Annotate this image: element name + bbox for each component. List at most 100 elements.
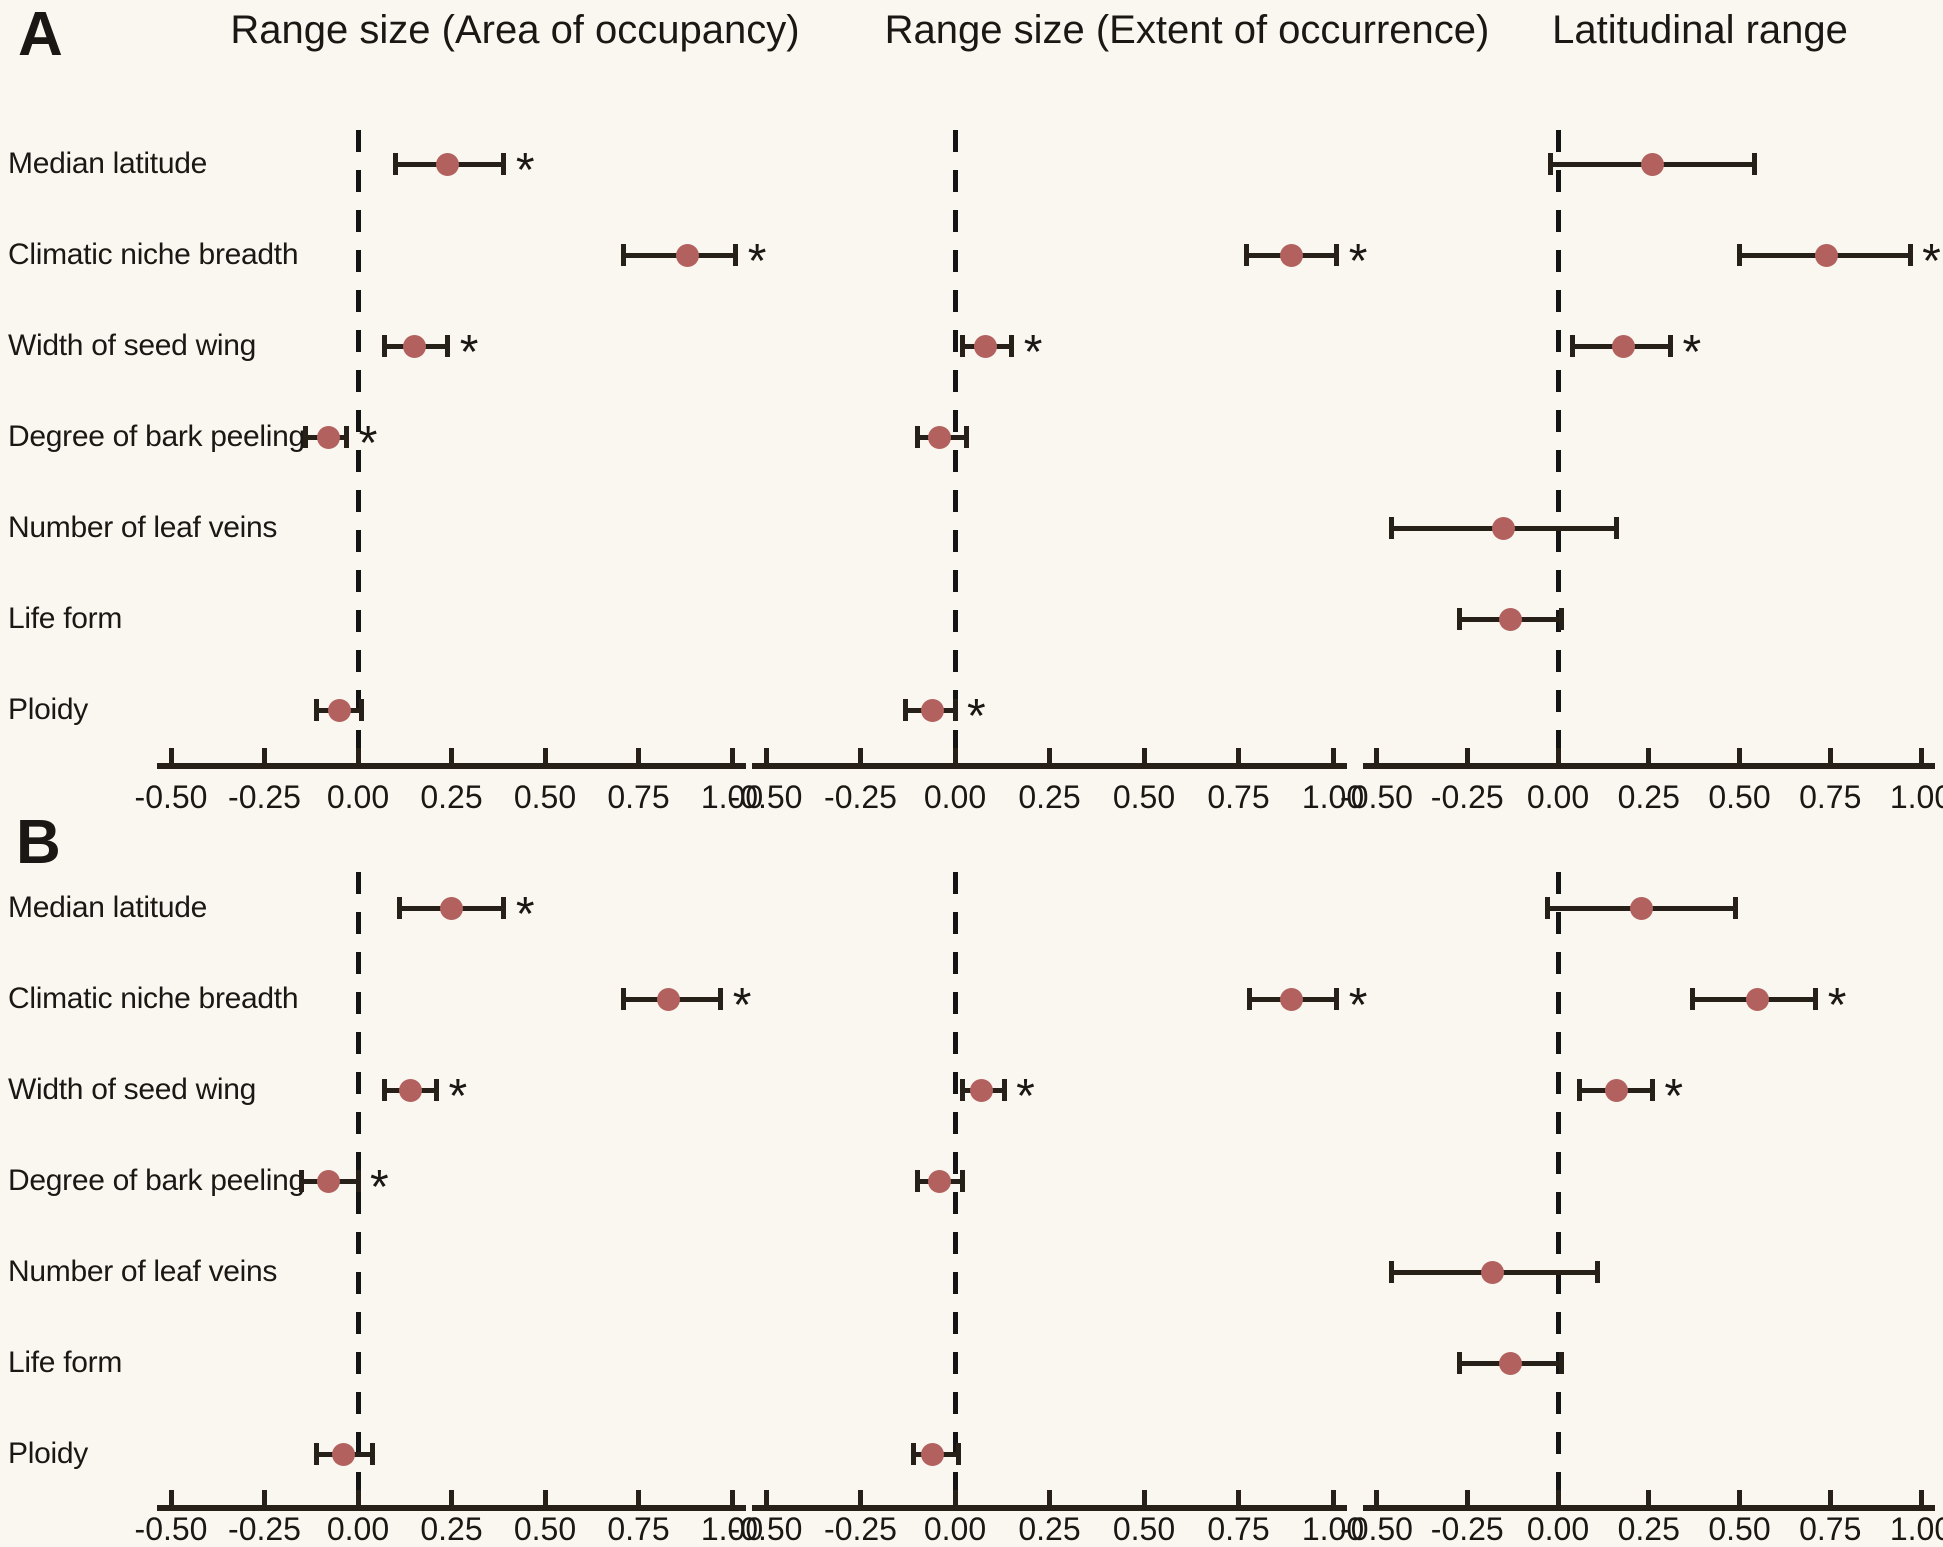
error-bar-cap [960, 335, 966, 357]
x-axis-tick [1236, 1490, 1241, 1505]
row-label: Median latitude [8, 147, 207, 180]
data-point [1815, 243, 1839, 267]
x-axis-tick-label: 0.50 [1708, 779, 1771, 815]
error-bar-cap [1733, 897, 1739, 919]
error-bar-cap [1570, 335, 1576, 357]
zero-dashed-line [355, 130, 361, 763]
error-bar-cap [1689, 988, 1695, 1010]
x-axis-tick-label: 0.50 [1112, 1511, 1176, 1547]
error-bar-cap [956, 1443, 962, 1465]
error-bar-cap [733, 244, 739, 266]
data-point [1604, 1078, 1628, 1102]
data-point [1481, 1260, 1505, 1284]
x-axis-tick-label: 0.00 [326, 779, 390, 815]
x-axis-tick-label: 0.00 [1526, 779, 1590, 815]
data-point [1611, 334, 1635, 358]
significance-asterisk: * [370, 1161, 389, 1214]
x-axis-tick-label: 0.25 [420, 1511, 483, 1547]
column-title-latitudinal-range: Latitudinal range [1552, 8, 1848, 52]
x-axis-tick-label: 1.00 [1889, 779, 1943, 815]
x-axis-tick [1330, 748, 1336, 763]
x-axis-tick [952, 1490, 958, 1505]
zero-dashed-line [952, 872, 958, 1505]
error-bar-cap [1334, 244, 1340, 266]
error-bar-cap [445, 335, 451, 357]
error-bar-cap [960, 1079, 966, 1101]
row-label: Median latitude [8, 891, 207, 924]
x-axis-tick-label: 0.50 [513, 779, 577, 815]
x-axis-tick-label: 1.00 [700, 779, 764, 815]
x-axis-tick-label: -0.50 [1340, 779, 1413, 815]
error-bar-cap [1247, 988, 1253, 1010]
x-axis-tick [1374, 1490, 1379, 1505]
error-bar-cap [1334, 988, 1340, 1010]
x-axis-tick [1918, 1490, 1924, 1505]
x-axis-line [1362, 1505, 1935, 1511]
significance-asterisk: * [459, 326, 479, 379]
error-bar-cap [314, 699, 320, 721]
error-bar-cap [1457, 608, 1463, 630]
data-point [928, 1169, 952, 1193]
x-axis-tick-label: 1.00 [700, 1511, 764, 1547]
significance-asterisk: * [1664, 1070, 1684, 1123]
x-axis-tick-label: -0.50 [134, 779, 208, 815]
row-label: Ploidy [8, 1437, 88, 1470]
error-bar-cap [718, 988, 724, 1010]
error-bar-cap [1009, 335, 1015, 357]
x-axis-tick-label: -0.25 [228, 779, 301, 815]
x-axis-tick [355, 1490, 361, 1505]
data-point [675, 243, 699, 267]
panel-label-a: A [18, 0, 63, 69]
error-bar-cap [381, 1079, 387, 1101]
row-label: Life form [8, 602, 123, 635]
error-bar-cap [1457, 1352, 1463, 1374]
significance-asterisk: * [1348, 979, 1368, 1032]
significance-asterisk: * [515, 144, 535, 197]
x-axis-tick [1141, 748, 1147, 763]
error-bar-cap [1813, 988, 1819, 1010]
x-axis-tick [1646, 748, 1652, 763]
x-axis-line [1362, 763, 1935, 769]
x-axis-tick [1374, 748, 1379, 763]
x-axis-tick-label: 0.50 [1708, 1511, 1771, 1547]
x-axis-tick [636, 1490, 641, 1505]
x-axis-tick-label: 0.25 [1617, 1511, 1680, 1547]
error-bar-cap [1544, 897, 1550, 919]
error-bar-cap [1668, 335, 1674, 357]
error-bar-cap [303, 426, 309, 448]
x-axis-tick [1827, 1490, 1833, 1505]
significance-asterisk: * [1682, 326, 1702, 379]
x-axis-tick [1047, 748, 1052, 763]
x-axis-tick-label: -0.25 [228, 1511, 301, 1547]
zero-dashed-line [1555, 130, 1561, 763]
row-label: Number of leaf veins [8, 511, 278, 544]
error-bar-cap [621, 244, 627, 266]
error-bar-cap [903, 699, 909, 721]
data-point [402, 334, 426, 358]
data-point [1499, 607, 1523, 631]
row-label: Degree of bark peeling [8, 420, 305, 453]
x-axis-tick [1236, 748, 1241, 763]
row-label: Width of seed wing [8, 329, 257, 362]
x-axis-tick [1555, 748, 1561, 763]
error-bar-cap [501, 153, 507, 175]
zero-dashed-line [952, 130, 958, 763]
data-point [920, 1442, 944, 1466]
data-point [969, 1078, 993, 1102]
significance-asterisk: * [747, 235, 767, 288]
data-point [1492, 516, 1516, 540]
x-axis-tick [1737, 1490, 1742, 1505]
error-bar-cap [355, 1170, 361, 1192]
error-bar-cap [299, 1170, 305, 1192]
x-axis-tick [1047, 1490, 1052, 1505]
x-axis-tick-label: 0.25 [1617, 779, 1680, 815]
error-bar-cap [1001, 1079, 1007, 1101]
data-point [656, 987, 680, 1011]
error-bar-cap [314, 1443, 320, 1465]
x-axis-tick [1918, 748, 1924, 763]
x-axis-tick [449, 748, 454, 763]
row-label: Life form [8, 1346, 123, 1379]
x-axis-tick [542, 1490, 548, 1505]
x-axis-tick [858, 1490, 863, 1505]
